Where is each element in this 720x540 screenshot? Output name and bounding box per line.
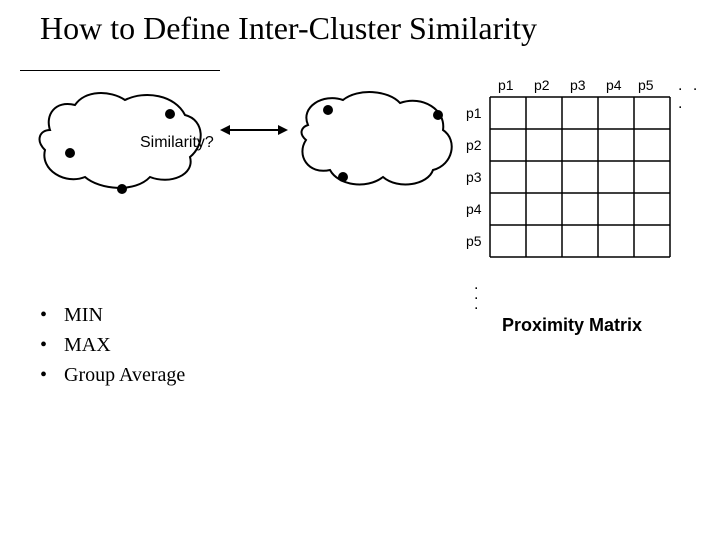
bullet-dot-icon: •	[40, 300, 64, 330]
left-cluster-dot	[117, 184, 127, 194]
bullet-label: Group Average	[64, 360, 185, 390]
list-item: • Group Average	[40, 360, 185, 390]
left-cluster-dot	[165, 109, 175, 119]
proximity-matrix: p1 p2 p3 p4 p5 p1 p2 p3 p4 p5 . . . ... …	[460, 75, 710, 395]
list-item: • MIN	[40, 300, 185, 330]
right-cluster-shape	[302, 92, 452, 184]
left-cluster-dot	[65, 148, 75, 158]
right-cluster-dot	[338, 172, 348, 182]
right-cluster-dot	[323, 105, 333, 115]
right-cluster-dot	[433, 110, 443, 120]
matrix-ellipsis-v: ...	[474, 280, 478, 310]
bullet-label: MIN	[64, 300, 103, 330]
matrix-col-label: p3	[570, 77, 586, 93]
bullet-label: MAX	[64, 330, 111, 360]
matrix-col-label: p2	[534, 77, 550, 93]
bullet-dot-icon: •	[40, 360, 64, 390]
matrix-col-label: p5	[638, 77, 654, 93]
matrix-row-label: p5	[466, 233, 482, 249]
cluster-diagram: Similarity?	[20, 70, 460, 230]
matrix-caption: Proximity Matrix	[502, 315, 642, 336]
matrix-row-label: p2	[466, 137, 482, 153]
similarity-label: Similarity?	[140, 134, 214, 152]
clusters-svg	[20, 70, 460, 230]
page-title: How to Define Inter-Cluster Similarity	[40, 10, 537, 47]
bullet-dot-icon: •	[40, 330, 64, 360]
matrix-row-label: p3	[466, 169, 482, 185]
matrix-row-label: p4	[466, 201, 482, 217]
matrix-ellipsis-h: . . .	[678, 77, 710, 113]
matrix-col-label: p1	[498, 77, 514, 93]
list-item: • MAX	[40, 330, 185, 360]
matrix-col-label: p4	[606, 77, 622, 93]
bullet-list: • MIN • MAX • Group Average	[40, 300, 185, 390]
matrix-grid	[460, 75, 710, 315]
matrix-row-label: p1	[466, 105, 482, 121]
